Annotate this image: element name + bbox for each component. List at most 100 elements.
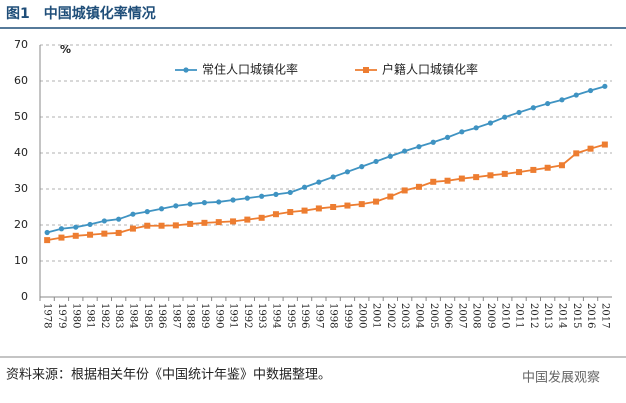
point	[487, 120, 494, 126]
point	[87, 231, 94, 238]
point	[373, 198, 380, 205]
x-tick-label: 1986	[156, 303, 167, 328]
point	[272, 211, 279, 218]
point	[259, 193, 265, 199]
point	[130, 211, 136, 217]
x-tick-label: 2001	[371, 303, 382, 328]
point	[458, 175, 465, 182]
point	[359, 164, 365, 170]
point	[487, 172, 494, 179]
point	[187, 220, 194, 227]
x-tick-label: 1981	[85, 303, 96, 328]
x-tick-label: 2005	[428, 303, 439, 328]
point	[144, 222, 151, 229]
point	[416, 144, 422, 150]
x-tick-label: 1992	[242, 303, 253, 328]
x-tick-label: 1991	[228, 303, 239, 328]
point	[530, 166, 537, 173]
x-tick-label: 1987	[170, 303, 181, 328]
x-tick-label: 1978	[42, 303, 53, 328]
legend-label: 户籍人口城镇化率	[382, 62, 478, 77]
x-tick-label: 2008	[471, 303, 482, 328]
point	[301, 184, 308, 190]
point	[516, 169, 523, 176]
point	[602, 83, 608, 89]
point	[158, 206, 165, 212]
point	[244, 195, 250, 201]
point	[58, 226, 65, 232]
point	[473, 125, 479, 131]
x-tick-label: 1989	[199, 303, 210, 328]
point	[344, 202, 351, 209]
x-tick-label: 2003	[399, 303, 410, 328]
x-tick-label: 1980	[70, 303, 81, 328]
y-tick-label: 40	[14, 146, 28, 159]
point	[330, 174, 336, 180]
point	[516, 109, 522, 116]
point	[344, 169, 351, 175]
x-tick-label: 1985	[142, 303, 153, 328]
point	[573, 150, 580, 157]
point	[230, 218, 237, 225]
point	[215, 219, 222, 226]
point	[258, 214, 265, 221]
point	[315, 205, 322, 212]
x-tick-label: 2012	[528, 303, 539, 328]
point	[330, 204, 337, 210]
point	[273, 191, 279, 197]
legend-marker	[183, 67, 189, 73]
point	[144, 209, 150, 215]
x-tick-label: 2011	[514, 303, 525, 328]
point	[129, 225, 136, 232]
point	[116, 216, 122, 222]
point	[172, 222, 179, 229]
x-tick-label: 1994	[270, 303, 281, 328]
point	[316, 179, 322, 185]
x-tick-label: 1982	[99, 303, 110, 328]
point	[444, 134, 451, 140]
y-axis-label: %	[60, 43, 71, 56]
point	[402, 148, 408, 154]
x-tick-label: 2014	[556, 303, 567, 328]
point	[287, 209, 294, 216]
chart-title: 图1 中国城镇化率情况	[6, 5, 156, 22]
point	[287, 189, 293, 196]
point	[473, 174, 480, 181]
point	[44, 237, 51, 244]
point	[173, 203, 179, 209]
point	[201, 200, 208, 206]
x-tick-label: 2002	[385, 303, 396, 328]
point	[401, 187, 408, 194]
x-tick-label: 1998	[328, 303, 339, 328]
y-tick-label: 30	[14, 182, 28, 195]
x-tick-label: 1999	[342, 303, 353, 328]
point	[530, 105, 536, 111]
point	[459, 129, 465, 135]
point	[545, 100, 551, 107]
point	[158, 222, 165, 229]
point	[72, 232, 79, 239]
point	[44, 229, 50, 236]
point	[387, 193, 394, 200]
point	[201, 219, 208, 226]
point	[58, 234, 65, 241]
point	[601, 141, 608, 148]
point	[573, 92, 579, 98]
point	[301, 207, 308, 214]
x-tick-label: 1995	[285, 303, 296, 328]
point	[73, 224, 79, 230]
point	[187, 201, 193, 207]
point	[216, 199, 222, 205]
point	[430, 139, 436, 145]
y-tick-label: 60	[14, 74, 28, 87]
x-tick-label: 2016	[585, 303, 596, 328]
x-tick-label: 2009	[485, 303, 496, 328]
y-tick-label: 0	[21, 290, 28, 303]
legend-label: 常住人口城镇化率	[202, 62, 298, 77]
point	[430, 178, 437, 185]
x-tick-label: 2013	[542, 303, 553, 328]
point	[373, 158, 379, 165]
point	[101, 230, 108, 237]
point	[115, 229, 122, 236]
point	[87, 221, 93, 228]
